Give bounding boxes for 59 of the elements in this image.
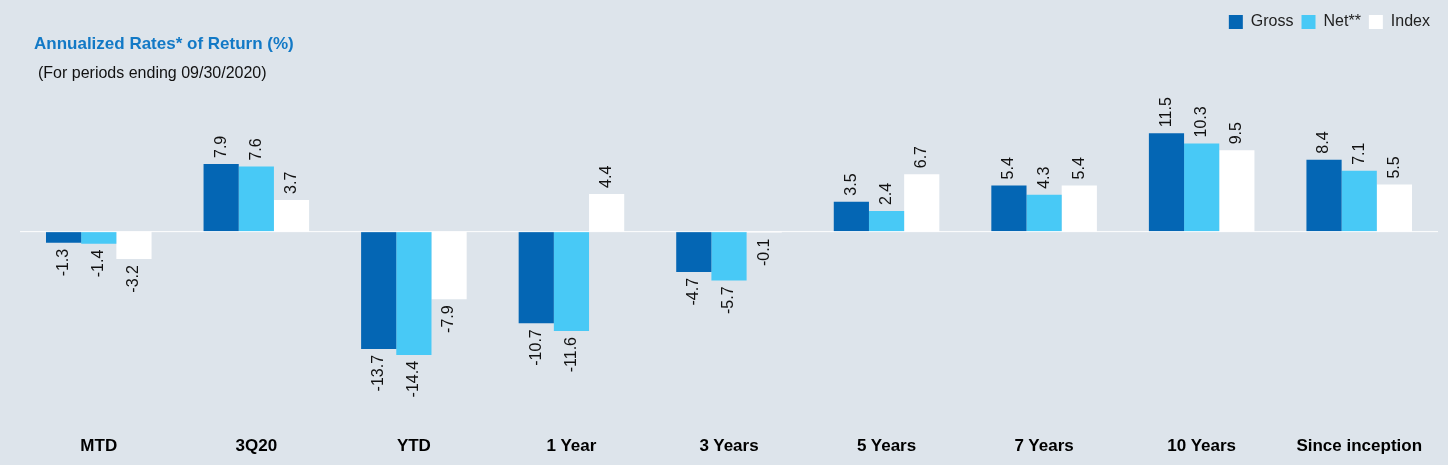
bar (1148, 133, 1185, 232)
data-label: -5.7 (719, 286, 737, 315)
data-label: 9.5 (1227, 121, 1245, 145)
data-label: -4.7 (684, 277, 702, 306)
bar (81, 231, 117, 244)
bar (553, 231, 590, 331)
bar (46, 231, 82, 243)
legend-label: Index (1390, 12, 1430, 30)
bar (396, 231, 432, 355)
x-tick-label: 3Q20 (235, 436, 278, 456)
bar (711, 231, 747, 281)
data-label: -10.7 (526, 329, 544, 366)
data-label: 11.5 (1156, 97, 1174, 128)
data-label: 5.5 (1384, 156, 1402, 179)
data-label: 3.5 (841, 173, 859, 196)
x-tick-label: 3 Years (699, 436, 759, 456)
bar (238, 166, 274, 232)
bar (361, 231, 397, 349)
x-tick-label: 1 Year (546, 436, 597, 456)
x-tick-label: YTD (396, 436, 431, 456)
data-label: 7.9 (211, 135, 229, 158)
legend-label: Net** (1323, 12, 1361, 30)
bar (203, 163, 239, 232)
bar (991, 185, 1027, 232)
x-tick-label: 5 Years (856, 436, 917, 456)
data-label: 7.6 (246, 138, 264, 161)
x-tick-label: 10 Years (1167, 436, 1237, 456)
data-label: -7.9 (439, 305, 457, 333)
data-label: -11.6 (561, 336, 579, 373)
data-label: 5.4 (999, 157, 1017, 180)
data-label: -1.4 (89, 249, 107, 278)
bar (833, 201, 869, 232)
bar (868, 211, 905, 232)
data-label: 6.7 (912, 145, 930, 169)
data-label: 8.4 (1314, 131, 1332, 154)
data-label: -3.2 (124, 264, 142, 293)
data-label: -0.1 (754, 238, 772, 267)
bar (676, 231, 712, 272)
bar (1026, 194, 1062, 232)
bar (1184, 143, 1220, 232)
chart-title: Annualized Rates* of Return (%) (34, 34, 294, 54)
data-label: 4.3 (1034, 166, 1052, 189)
data-label: 10.3 (1192, 106, 1210, 138)
legend-label: Gross (1250, 12, 1294, 30)
x-tick-label: MTD (80, 436, 118, 456)
data-label: 2.4 (876, 182, 894, 206)
data-label: -14.4 (404, 360, 422, 398)
chart-subtitle: (For periods ending 09/30/2020) (38, 64, 267, 82)
data-label: 5.4 (1069, 157, 1087, 180)
data-label: -13.7 (369, 354, 387, 392)
bar (518, 231, 554, 324)
data-label: 4.4 (597, 165, 615, 188)
x-tick-label: Since inception (1296, 436, 1423, 456)
data-label: 7.1 (1349, 142, 1367, 165)
data-label: -1.3 (54, 248, 71, 277)
bar (1341, 170, 1377, 232)
bar (1306, 159, 1342, 232)
data-label: 3.7 (281, 171, 299, 194)
x-tick-label: 7 Years (1014, 436, 1074, 456)
